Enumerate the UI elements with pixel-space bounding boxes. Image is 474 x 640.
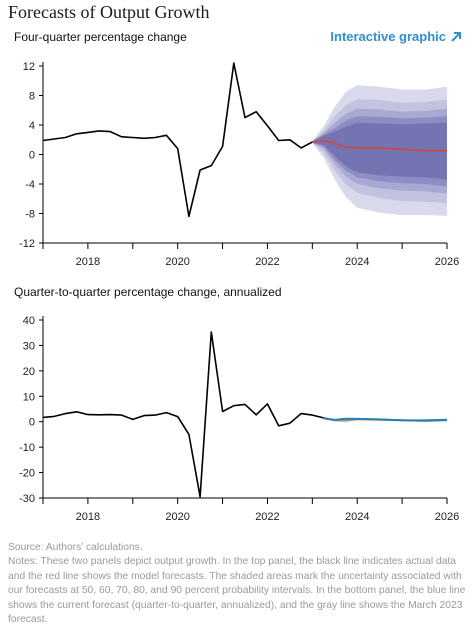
y-tick-label: 0 [29, 150, 35, 162]
y-tick-label: 30 [23, 340, 35, 352]
chart-notes: Source: Authors’ calculations. Notes: Th… [8, 541, 466, 627]
top-panel-title: Four-quarter percentage change [14, 30, 187, 44]
arrow-up-right-icon [451, 31, 461, 42]
y-tick-label: 12 [23, 61, 35, 73]
band-50-percent [312, 122, 447, 180]
x-tick-label: 2018 [76, 511, 100, 523]
source-note: Source: Authors’ calculations. [8, 542, 143, 553]
bottom-chart: 40 30 20 10 0 -10 -20 -30 2018 2020 2022 2024 2026 [19, 315, 459, 523]
x-tick-label: 2020 [165, 256, 189, 268]
x-tick-label: 2026 [435, 256, 459, 268]
page-title: Forecasts of Output Growth [8, 2, 210, 22]
y-tick-label: 40 [23, 315, 35, 327]
y-tick-label: 4 [29, 120, 35, 132]
top-chart: 12 8 4 0 -4 -8 -12 2018 2020 2022 2024 2026 [19, 61, 459, 268]
x-tick-label: 2026 [435, 511, 459, 523]
interactive-graphic-link[interactable]: Interactive graphic [330, 29, 462, 44]
series-line-0 [42, 62, 313, 218]
x-tick-label: 2022 [255, 511, 279, 523]
x-tick-label: 2022 [255, 256, 279, 268]
interactive-graphic-label: Interactive graphic [330, 29, 446, 44]
y-tick-label: -20 [19, 468, 35, 480]
y-tick-label: -8 [25, 209, 35, 221]
notes-text: Notes: These two panels depict output gr… [8, 556, 466, 626]
y-tick-label: 20 [23, 366, 35, 378]
y-tick-label: -10 [19, 442, 35, 454]
y-tick-label: -12 [19, 238, 35, 250]
y-tick-label: -4 [25, 179, 35, 191]
x-tick-label: 2020 [165, 511, 189, 523]
y-tick-label: 0 [29, 417, 35, 429]
x-tick-label: 2024 [345, 256, 369, 268]
bottom-panel-title: Quarter-to-quarter percentage change, an… [14, 285, 282, 299]
series-line-2 [323, 417, 448, 422]
series-line-0 [42, 331, 324, 498]
series-line-1 [312, 139, 447, 152]
y-tick-label: 8 [29, 91, 35, 103]
x-tick-label: 2024 [345, 511, 369, 523]
y-tick-label: -30 [19, 493, 35, 505]
x-tick-label: 2018 [76, 256, 100, 268]
y-tick-label: 10 [23, 391, 35, 403]
